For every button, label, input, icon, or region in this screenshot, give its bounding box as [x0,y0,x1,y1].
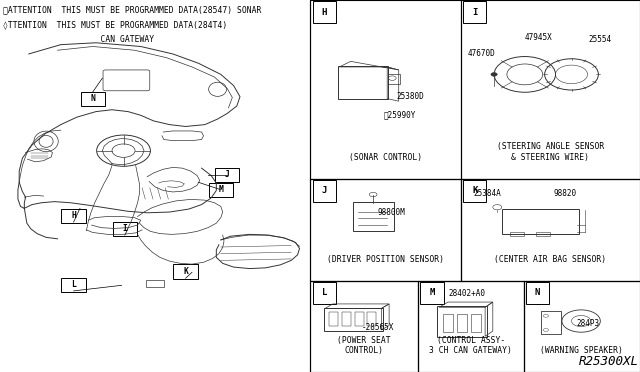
Bar [461,0,640,179]
FancyBboxPatch shape [526,282,549,304]
Text: M: M [218,185,223,194]
Text: (POWER SEAT
CONTROL): (POWER SEAT CONTROL) [337,336,391,355]
Bar [443,314,453,332]
Text: K: K [183,267,188,276]
Text: 25554: 25554 [589,35,612,44]
Bar [524,281,640,372]
Bar [342,312,351,326]
Text: 98800M: 98800M [378,208,405,217]
Text: L: L [322,288,327,298]
Text: -28565X: -28565X [362,323,394,332]
Text: 47670D: 47670D [467,49,495,58]
Bar [367,312,376,326]
Bar [418,281,524,372]
Bar [541,311,561,334]
Text: (STEERING ANGLE SENSOR
& STEERING WIRE): (STEERING ANGLE SENSOR & STEERING WIRE) [497,142,604,162]
Text: CAN GATEWAY: CAN GATEWAY [3,35,154,44]
FancyBboxPatch shape [463,180,486,202]
Text: ※25990Y: ※25990Y [384,111,417,120]
FancyBboxPatch shape [173,264,198,279]
Text: 25380D: 25380D [397,92,424,101]
Text: R25300XL: R25300XL [579,355,639,368]
FancyBboxPatch shape [61,278,86,292]
Text: M: M [429,288,435,298]
Text: ※ATTENTION  THIS MUST BE PROGRAMMED DATA(28547) SONAR: ※ATTENTION THIS MUST BE PROGRAMMED DATA(… [3,6,262,15]
Bar [146,280,164,287]
Text: 47945X: 47945X [525,33,552,42]
Text: J: J [225,170,230,179]
Text: N: N [535,288,540,298]
Text: N: N [90,94,95,103]
Bar [536,232,550,236]
Text: 284P3: 284P3 [576,319,599,328]
Bar [329,312,338,326]
Bar [310,281,418,372]
Text: H: H [322,7,327,17]
Text: ◊TTENTION  THIS MUST BE PROGRAMMED DATA(284T4): ◊TTENTION THIS MUST BE PROGRAMMED DATA(2… [3,20,227,29]
FancyBboxPatch shape [463,1,486,23]
Text: I: I [472,7,477,17]
FancyBboxPatch shape [113,222,137,236]
Text: I: I [122,224,127,233]
FancyBboxPatch shape [215,168,239,182]
FancyBboxPatch shape [313,282,336,304]
Text: (WARNING SPEAKER): (WARNING SPEAKER) [540,346,623,355]
Text: (CENTER AIR BAG SENSOR): (CENTER AIR BAG SENSOR) [494,255,607,264]
FancyBboxPatch shape [313,180,336,202]
Text: K: K [472,186,477,195]
Text: 25384A: 25384A [474,189,501,198]
Bar [310,0,461,179]
FancyBboxPatch shape [61,209,86,223]
FancyBboxPatch shape [209,183,233,197]
Circle shape [491,73,497,76]
Bar [355,312,364,326]
Text: (DRIVER POSITION SENSOR): (DRIVER POSITION SENSOR) [327,255,444,264]
Bar [461,179,640,281]
FancyBboxPatch shape [81,92,105,106]
Bar [388,74,400,84]
Text: (SONAR CONTROL): (SONAR CONTROL) [349,153,422,162]
Text: 28402+A0: 28402+A0 [448,289,485,298]
Text: L: L [71,280,76,289]
Bar [471,314,481,332]
FancyBboxPatch shape [420,282,444,304]
Text: (CONTROL ASSY-
3 CH CAN GATEWAY): (CONTROL ASSY- 3 CH CAN GATEWAY) [429,336,512,355]
Text: H: H [71,211,76,220]
Text: 98820: 98820 [554,189,577,198]
Bar [510,232,524,236]
Bar [310,179,461,281]
FancyBboxPatch shape [313,1,336,23]
Text: J: J [322,186,327,195]
Bar [457,314,467,332]
